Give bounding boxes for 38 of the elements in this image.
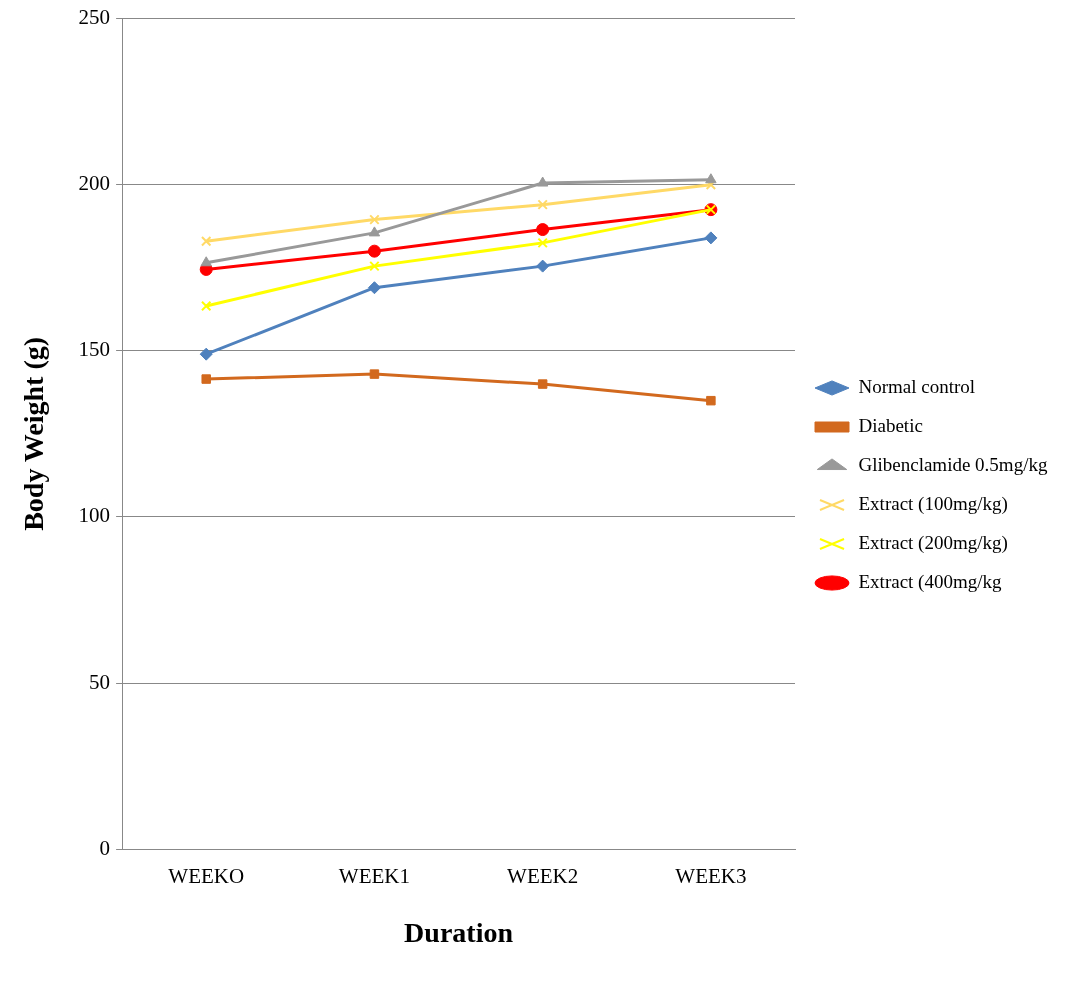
x-tick-label: WEEKO	[168, 864, 245, 889]
legend-label: Extract (400mg/kg	[858, 570, 1002, 593]
point	[369, 214, 380, 225]
point	[536, 223, 550, 237]
point	[537, 199, 548, 210]
point	[537, 237, 548, 249]
y-tick-label: 250	[78, 5, 111, 30]
point	[199, 347, 213, 361]
point	[201, 374, 211, 384]
x-tick-label: WEEK2	[507, 864, 579, 889]
y-tick-label: 150	[78, 337, 111, 362]
point	[369, 369, 380, 379]
y-tick-label: 100	[78, 503, 111, 528]
legend-label: Glibenclamide 0.5mg/kg	[858, 453, 1048, 475]
point	[200, 235, 212, 247]
point	[200, 300, 212, 312]
point	[536, 259, 550, 273]
point	[536, 176, 549, 187]
legend-label: Extract (200mg/kg)	[858, 531, 1008, 554]
point	[537, 379, 548, 389]
legend-label: Normal control	[858, 375, 976, 397]
point	[706, 395, 716, 406]
y-axis-title: Body Weight (g)	[18, 336, 50, 531]
x-axis-title: Duration	[404, 917, 514, 949]
legend-label: Diabetic	[858, 414, 923, 436]
point	[705, 173, 717, 184]
y-tick-label: 50	[89, 669, 111, 694]
legend-label: Extract (100mg/kg)	[858, 492, 1008, 515]
x-tick-label: WEEK3	[675, 864, 747, 889]
point	[368, 226, 381, 237]
point	[200, 256, 212, 267]
point	[369, 260, 380, 272]
x-tick-label: WEEK1	[338, 864, 411, 889]
point	[367, 281, 381, 295]
point	[367, 244, 381, 258]
y-tick-label: 200	[78, 171, 111, 196]
y-tick-label: 0	[99, 835, 111, 860]
point	[704, 231, 718, 245]
